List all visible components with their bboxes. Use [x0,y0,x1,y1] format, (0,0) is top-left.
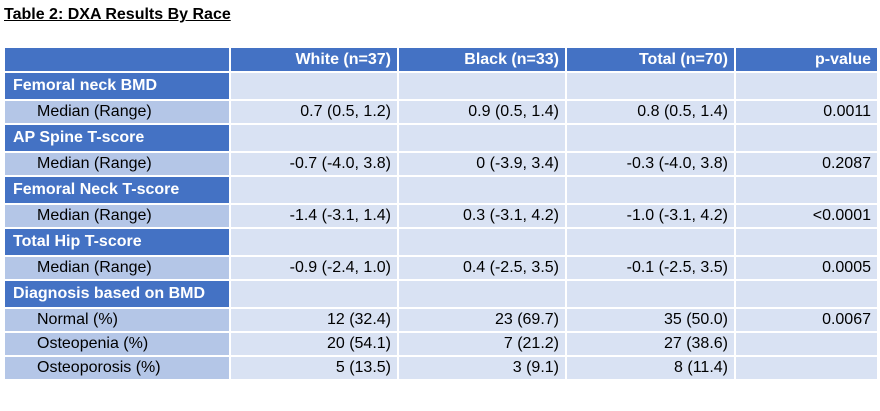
value-cell: -0.1 (-2.5, 3.5) [565,255,736,281]
value-cell: 0 (-3.9, 3.4) [397,151,567,177]
empty-cell [229,279,399,309]
value-cell: 0.0067 [734,307,879,333]
empty-cell [397,279,567,309]
section-label: Diagnosis based on BMD [3,279,231,309]
section-label: Femoral Neck T-score [3,175,231,205]
value-cell: 0.2087 [734,151,879,177]
data-row: Median (Range) 0.7 (0.5, 1.2) 0.9 (0.5, 1.… [3,99,879,125]
empty-cell [565,175,736,205]
row-label: Osteopenia (%) [3,331,231,357]
header-cell: p-value [734,46,879,73]
header-cell: Black (n=33) [397,46,567,73]
empty-cell [565,123,736,153]
section-label: Femoral neck BMD [3,71,231,101]
row-label: Median (Range) [3,151,231,177]
empty-cell [734,71,879,101]
value-cell: 5 (13.5) [229,355,399,381]
value-cell: <0.0001 [734,203,879,229]
results-table: White (n=37) Black (n=33) Total (n=70) p-va… [3,46,879,381]
header-cell: Total (n=70) [565,46,736,73]
value-cell: 0.8 (0.5, 1.4) [565,99,736,125]
row-label: Median (Range) [3,99,231,125]
value-cell: 0.3 (-3.1, 4.2) [397,203,567,229]
empty-cell [397,175,567,205]
data-row: Osteopenia (%) 20 (54.1) 7 (21.2) 27 (38.6) [3,331,879,357]
header-cell [3,46,231,73]
empty-cell [565,71,736,101]
empty-cell [229,123,399,153]
value-cell: 20 (54.1) [229,331,399,357]
data-row: Osteoporosis (%) 5 (13.5) 3 (9.1) 8 (11.4) [3,355,879,381]
header-cell: White (n=37) [229,46,399,73]
section-row: Femoral Neck T-score [3,175,879,205]
section-row: Total Hip T-score [3,227,879,257]
value-cell: 0.0011 [734,99,879,125]
empty-cell [229,175,399,205]
value-cell: 35 (50.0) [565,307,736,333]
value-cell: -1.0 (-3.1, 4.2) [565,203,736,229]
header-row: White (n=37) Black (n=33) Total (n=70) p-va… [3,46,879,73]
empty-cell [397,227,567,257]
empty-cell [397,71,567,101]
value-cell: 0.9 (0.5, 1.4) [397,99,567,125]
empty-cell [397,123,567,153]
value-cell: 8 (11.4) [565,355,736,381]
value-cell: 0.0005 [734,255,879,281]
section-label: AP Spine T-score [3,123,231,153]
value-cell: -0.7 (-4.0, 3.8) [229,151,399,177]
empty-cell [565,279,736,309]
section-row: Diagnosis based on BMD [3,279,879,309]
empty-cell [565,227,736,257]
empty-cell [734,123,879,153]
row-label: Median (Range) [3,203,231,229]
empty-cell [734,279,879,309]
data-row: Median (Range) -0.9 (-2.4, 1.0) 0.4 (-2.5,… [3,255,879,281]
section-row: Femoral neck BMD [3,71,879,101]
empty-cell [734,331,879,357]
value-cell: -1.4 (-3.1, 1.4) [229,203,399,229]
row-label: Normal (%) [3,307,231,333]
value-cell: 27 (38.6) [565,331,736,357]
table-title: Table 2: DXA Results By Race [4,6,231,23]
value-cell: 7 (21.2) [397,331,567,357]
section-label: Total Hip T-score [3,227,231,257]
empty-cell [229,227,399,257]
value-cell: 3 (9.1) [397,355,567,381]
value-cell: 12 (32.4) [229,307,399,333]
empty-cell [734,175,879,205]
value-cell: 0.7 (0.5, 1.2) [229,99,399,125]
empty-cell [229,71,399,101]
row-label: Osteoporosis (%) [3,355,231,381]
data-row: Median (Range) -0.7 (-4.0, 3.8) 0 (-3.9, 3… [3,151,879,177]
section-row: AP Spine T-score [3,123,879,153]
empty-cell [734,227,879,257]
table-body: Femoral neck BMD Median (Range) 0.7 (0.5, … [3,71,879,381]
value-cell: 23 (69.7) [397,307,567,333]
data-row: Normal (%) 12 (32.4) 23 (69.7) 35 (50.0) 0.0… [3,307,879,333]
value-cell: -0.3 (-4.0, 3.8) [565,151,736,177]
empty-cell [734,355,879,381]
value-cell: -0.9 (-2.4, 1.0) [229,255,399,281]
value-cell: 0.4 (-2.5, 3.5) [397,255,567,281]
row-label: Median (Range) [3,255,231,281]
data-row: Median (Range) -1.4 (-3.1, 1.4) 0.3 (-3.1,… [3,203,879,229]
